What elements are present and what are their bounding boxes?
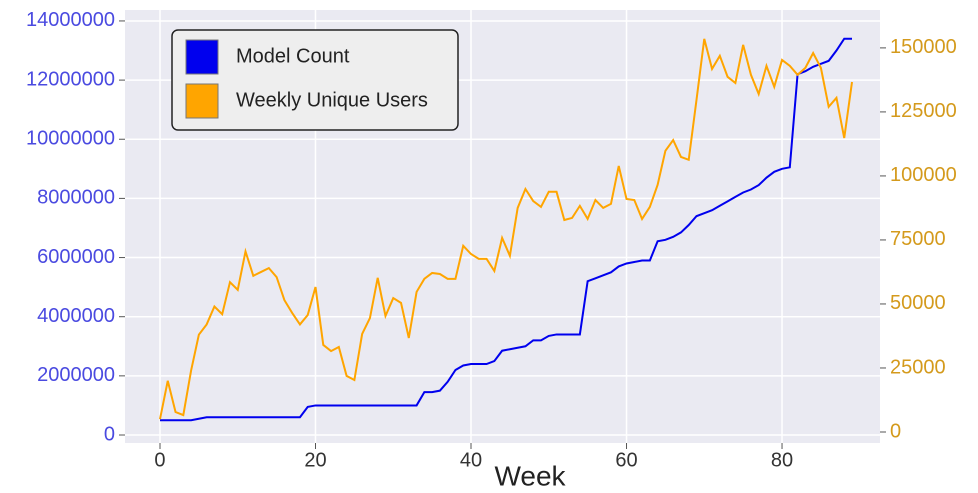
y-tick-label: 10000000: [26, 128, 115, 150]
x-tick-label: 60: [615, 449, 637, 471]
y2-tick-label: 75000: [890, 228, 946, 250]
data-line: [159, 37, 853, 422]
y-tick-label: 0: [104, 423, 115, 445]
y-tick-label: 14000000: [26, 9, 115, 31]
y2-tick-label: 50000: [890, 292, 946, 314]
data-line: [159, 38, 853, 420]
y2-tick-label: 0: [890, 420, 901, 442]
y2-tick-label: 150000: [890, 36, 957, 58]
legend-box: [171, 29, 459, 131]
legend-label: Weekly Unique Users: [236, 89, 428, 111]
legend-swatch: [185, 39, 219, 75]
x-tick-label: 20: [304, 449, 326, 471]
y2-tick-label: 25000: [890, 356, 946, 378]
y-tick-label: 2000000: [37, 364, 115, 386]
y-tick-label: 4000000: [37, 305, 115, 327]
x-tick-label: 0: [154, 449, 165, 471]
x-tick-label: 80: [771, 449, 793, 471]
y-tick-label: 6000000: [37, 246, 115, 268]
y-tick-label: 8000000: [37, 187, 115, 209]
x-tick-label: 40: [460, 449, 482, 471]
x-axis-label: Week: [494, 460, 566, 491]
legend-swatch: [185, 83, 219, 119]
y2-tick-label: 100000: [890, 164, 957, 186]
y2-tick-label: 125000: [890, 100, 957, 122]
y-tick-label: 12000000: [26, 68, 115, 90]
legend-label: Model Count: [236, 45, 350, 67]
